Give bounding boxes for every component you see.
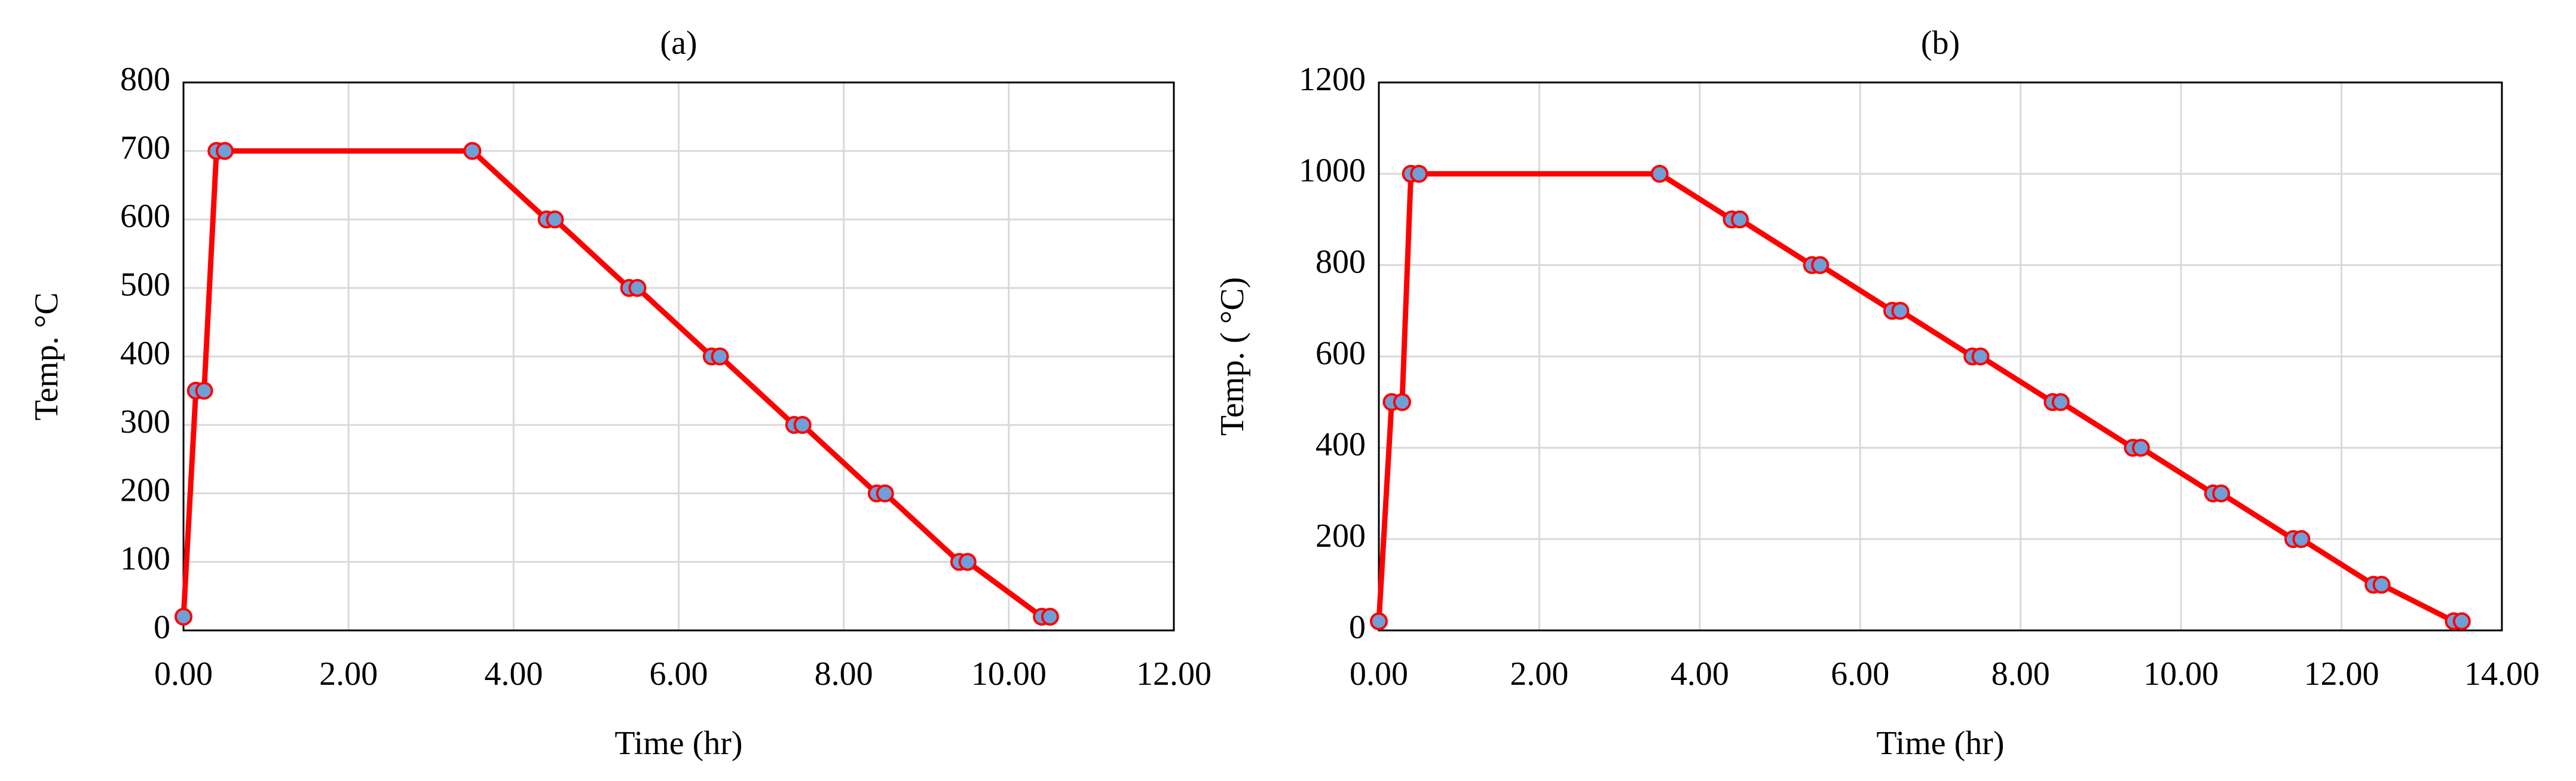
x-tick-label: 2.00 (319, 656, 378, 693)
x-tick-label: 8.00 (1991, 656, 2050, 693)
data-point (1370, 612, 1388, 630)
data-point (1811, 256, 1829, 274)
x-tick-label: 10.00 (971, 656, 1047, 693)
data-point (1891, 302, 1910, 320)
data-point (1410, 164, 1428, 183)
y-tick-label: 400 (1315, 426, 1366, 463)
data-point (1393, 393, 1411, 411)
y-tick-label: 400 (120, 335, 170, 372)
y-axis-label: Temp. °C (28, 292, 65, 420)
y-tick-label: 800 (1315, 244, 1366, 281)
data-point (2051, 393, 2070, 411)
x-tick-label: 12.00 (1136, 656, 1211, 693)
x-tick-label: 8.00 (815, 656, 873, 693)
y-tick-label: 1200 (1299, 61, 1366, 98)
data-point (793, 416, 812, 434)
y-tick-label: 100 (120, 540, 170, 577)
chart-title: (b) (1921, 24, 1960, 62)
y-axis-label: Temp. ( °C) (1214, 277, 1251, 436)
data-point (175, 608, 192, 626)
data-point (958, 553, 977, 571)
y-tick-label: 300 (120, 403, 170, 440)
x-axis-label: Time (hr) (614, 725, 742, 762)
x-tick-label: 4.00 (484, 656, 543, 693)
data-point (2212, 484, 2231, 503)
x-tick-label: 2.00 (1510, 656, 1568, 693)
y-tick-label: 1000 (1299, 152, 1366, 189)
data-point (1041, 608, 1059, 626)
data-point (2372, 575, 2391, 594)
y-tick-label: 800 (120, 61, 170, 98)
y-tick-label: 600 (120, 198, 170, 235)
data-point (1971, 347, 1990, 366)
data-point (628, 278, 647, 297)
data-line (180, 148, 1050, 620)
y-tick-label: 200 (1315, 517, 1366, 555)
data-point (2132, 439, 2150, 457)
x-axis-label: Time (hr) (1876, 725, 2004, 762)
data-point (1730, 210, 1749, 229)
data-point (546, 210, 564, 229)
plot-border (182, 81, 1175, 632)
x-tick-label: 14.00 (2464, 656, 2540, 693)
chart-title: (a) (660, 24, 697, 62)
x-tick-label: 0.00 (1350, 656, 1408, 693)
y-tick-label: 0 (154, 609, 170, 646)
data-point (195, 381, 213, 400)
y-tick-label: 600 (1315, 335, 1366, 372)
data-point (711, 347, 729, 366)
y-tick-label: 200 (120, 472, 170, 509)
data-point (876, 484, 894, 503)
x-tick-label: 4.00 (1671, 656, 1729, 693)
x-tick-label: 12.00 (2304, 656, 2379, 693)
data-line (1376, 171, 2462, 624)
y-tick-label: 500 (120, 267, 170, 304)
x-tick-label: 6.00 (650, 656, 708, 693)
data-point (2452, 612, 2471, 630)
y-tick-label: 0 (1349, 609, 1366, 646)
data-point (463, 142, 482, 160)
data-point (216, 142, 234, 160)
y-tick-label: 700 (120, 129, 170, 166)
data-point (1650, 164, 1669, 183)
x-tick-label: 0.00 (154, 656, 213, 693)
plot-border (1378, 81, 2503, 632)
data-point (2292, 530, 2311, 549)
x-tick-label: 6.00 (1831, 656, 1889, 693)
x-tick-label: 10.00 (2143, 656, 2219, 693)
